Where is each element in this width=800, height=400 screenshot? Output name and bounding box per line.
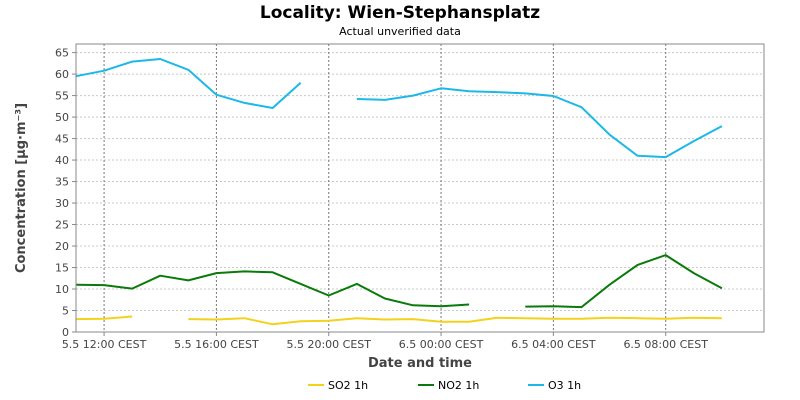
- x-tick-label: 6.5 04:00 CEST: [511, 338, 596, 351]
- y-tick-label: 35: [55, 176, 69, 189]
- y-tick-label: 20: [55, 240, 69, 253]
- x-tick-label: 6.5 08:00 CEST: [623, 338, 708, 351]
- y-tick-label: 0: [62, 326, 69, 339]
- y-tick-label: 45: [55, 133, 69, 146]
- x-tick-label: 5.5 12:00 CEST: [62, 338, 147, 351]
- chart-title: Locality: Wien-Stephansplatz: [260, 3, 540, 23]
- series-o3-1h: [75, 58, 723, 159]
- legend-item: O3 1h: [528, 379, 581, 392]
- x-axis: 5.5 12:00 CEST 5.5 16:00 CEST 5.5 20:00 CE…: [62, 332, 708, 351]
- series-so2-1h: [75, 315, 722, 326]
- legend-item: SO2 1h: [308, 379, 368, 392]
- y-tick-label: 30: [55, 197, 69, 210]
- legend-label: SO2 1h: [328, 379, 368, 392]
- legend-label: O3 1h: [548, 379, 581, 392]
- gridlines: [76, 44, 764, 332]
- series-line-segment: [525, 254, 723, 309]
- y-tick-label: 15: [55, 262, 69, 275]
- y-tick-label: 65: [55, 47, 69, 60]
- series-line-segment: [188, 316, 722, 326]
- legend-label: NO2 1h: [438, 379, 479, 392]
- plot-frame: [75, 43, 765, 333]
- series-line-segment: [356, 87, 723, 159]
- y-tick-label: 55: [55, 90, 69, 103]
- y-tick-label: 50: [55, 111, 69, 124]
- y-tick-label: 5: [62, 305, 69, 318]
- legend: SO2 1h NO2 1h O3 1h: [308, 379, 581, 392]
- series-lines: [75, 58, 723, 326]
- series-no2-1h: [75, 254, 723, 309]
- series-line-segment: [75, 315, 133, 321]
- series-line-segment: [75, 58, 302, 109]
- legend-item: NO2 1h: [418, 379, 479, 392]
- y-tick-label: 10: [55, 283, 69, 296]
- chart-subtitle: Actual unverified data: [339, 25, 461, 38]
- plot-area: [75, 43, 765, 333]
- x-tick-label: 5.5 16:00 CEST: [174, 338, 259, 351]
- y-tick-label: 25: [55, 219, 69, 232]
- x-tick-label: 5.5 20:00 CEST: [286, 338, 371, 351]
- series-line-segment: [75, 270, 470, 308]
- x-tick-label: 6.5 00:00 CEST: [399, 338, 484, 351]
- y-tick-label: 40: [55, 154, 69, 167]
- y-axis: 0 5 10 15 20 25 30 35 40 45 50 55 60 65: [55, 47, 76, 339]
- y-axis-label: Concentration [µg·m⁻³]: [14, 103, 29, 273]
- y-tick-label: 60: [55, 68, 69, 81]
- plot-background: [76, 44, 764, 332]
- x-axis-label: Date and time: [368, 356, 472, 371]
